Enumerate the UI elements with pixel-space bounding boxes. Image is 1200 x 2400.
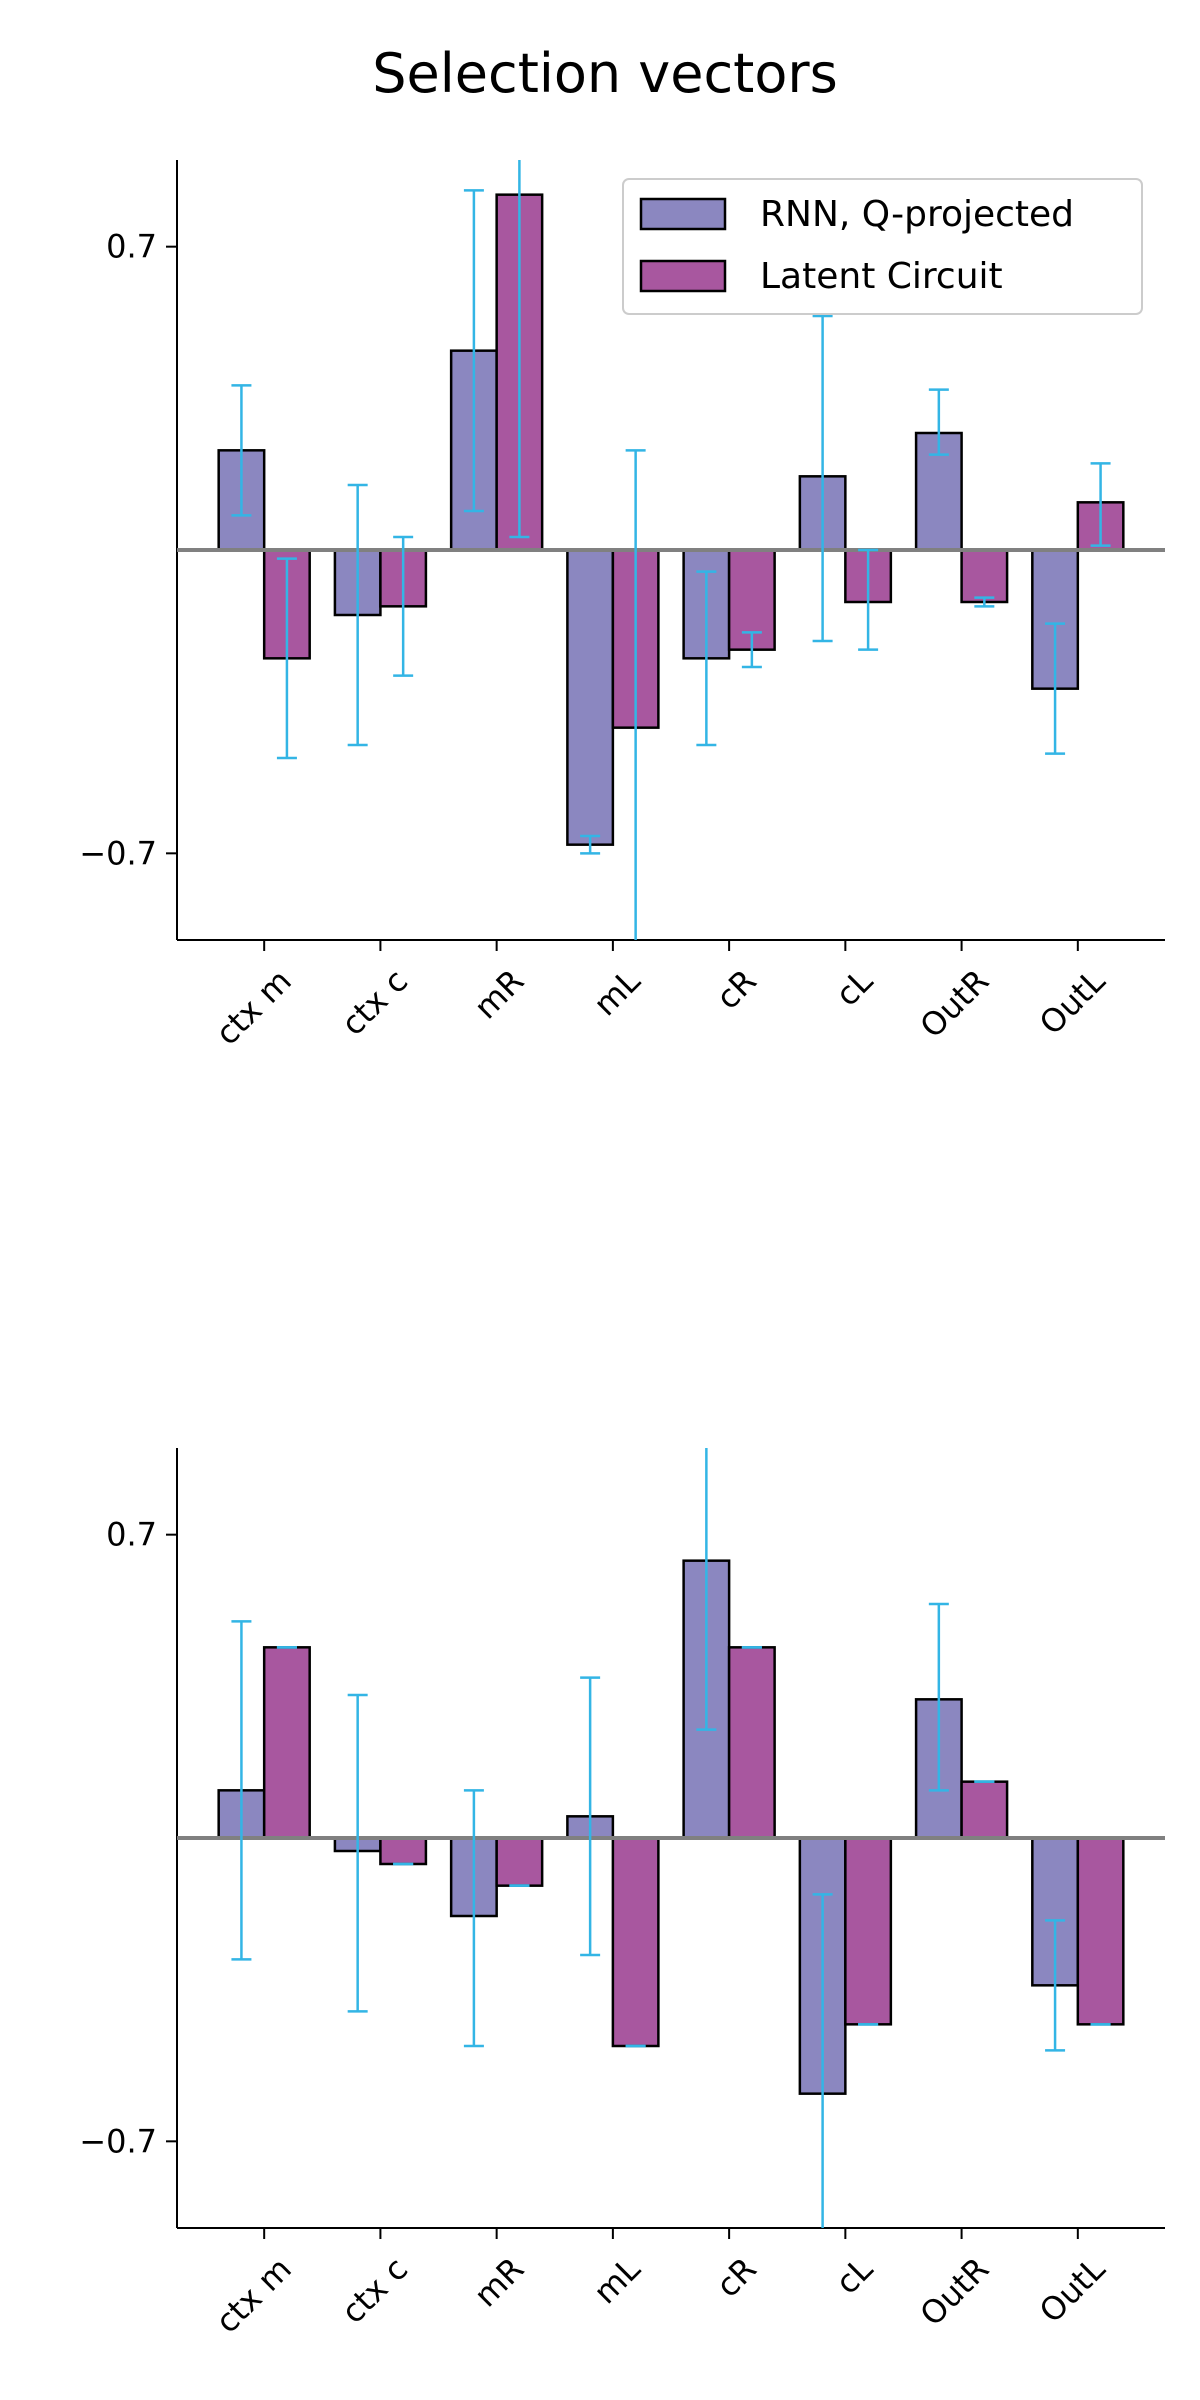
error-bar-rnn-3 [580,1676,601,1957]
error-bar-rnn-1 [347,483,368,747]
x-tick-label: cL [828,2250,880,2302]
x-tick-label: OutL [1032,962,1113,1043]
bar-latent-4 [727,1646,776,1840]
x-tick-label: cR [709,962,764,1017]
x-tick-label: mR [467,962,532,1027]
x-tick-label: mL [586,2250,648,2312]
bar-rnn-3 [566,548,615,846]
y-tick-label: 0.7 [106,228,157,266]
bar-latent-5 [844,1836,893,2026]
error-bar-latent-3 [625,449,646,940]
y-tick-label: −0.7 [79,2122,157,2160]
error-bar-latent-7 [1090,462,1111,547]
error-bar-latent-6 [974,596,995,608]
x-tick-label: ctx c [334,962,415,1043]
error-bar-latent-0 [276,557,297,760]
legend-box [622,178,1143,315]
legend: RNN, Q-projected Latent Circuit [622,178,1143,315]
error-bar-rnn-2 [463,1789,484,2048]
bottom-bar-chart: 0.7 −0.7 ctx m ctx c mR mL cR cL OutR OutL [79,1448,1165,2341]
legend-label: Latent Circuit [760,256,1003,297]
legend-swatch [639,197,727,231]
bar-latent-1 [379,1836,428,1866]
error-bar-latent-2 [509,160,530,539]
bar-latent-7 [1076,1836,1125,2026]
bar-latent-3 [611,1836,660,2048]
y-tick-label: 0.7 [106,1516,157,1554]
x-tick-label: OutL [1032,2250,1113,2331]
x-tick-label: mL [586,962,648,1024]
x-tick-label: OutR [913,962,997,1046]
error-bar-rnn-5 [812,1893,833,2228]
bar-latent-2 [495,1836,544,1887]
bar-latent-6 [960,548,1009,604]
figure-title: Selection vectors [372,42,837,105]
top-bar-chart: 0.7 −0.7 ctx m ctx c mR mL cR cL OutR OutL RNN, Q-… [79,160,1165,1053]
legend-swatch [639,259,727,293]
x-tick-label: ctx m [208,962,299,1053]
bar-latent-6 [960,1780,1009,1840]
x-tick-label: ctx m [208,2250,299,2341]
x-tick-label: cR [709,2250,764,2305]
error-bar-rnn-5 [812,314,833,643]
error-bar-rnn-4 [696,1448,717,1731]
error-bar-rnn-7 [1045,1919,1066,2052]
x-tick-label: ctx c [334,2250,415,2331]
error-bar-latent-5 [858,548,879,651]
x-tick-label: cL [828,962,880,1014]
error-bar-rnn-0 [231,1620,252,1961]
y-tick-label: −0.7 [79,834,157,872]
error-bar-rnn-7 [1045,622,1066,755]
error-bar-rnn-1 [347,1693,368,2013]
x-tick-label: mR [467,2250,532,2315]
error-bar-rnn-2 [463,189,484,513]
error-bar-latent-4 [741,631,762,669]
error-bar-rnn-3 [580,834,601,855]
legend-label: RNN, Q-projected [760,194,1074,235]
error-bar-rnn-6 [928,1602,949,1792]
bar-latent-0 [262,1646,311,1840]
x-tick-label: OutR [913,2250,997,2334]
error-bar-rnn-4 [696,570,717,747]
error-bar-rnn-6 [928,388,949,456]
error-bar-latent-1 [393,535,414,677]
error-bar-rnn-0 [231,384,252,517]
